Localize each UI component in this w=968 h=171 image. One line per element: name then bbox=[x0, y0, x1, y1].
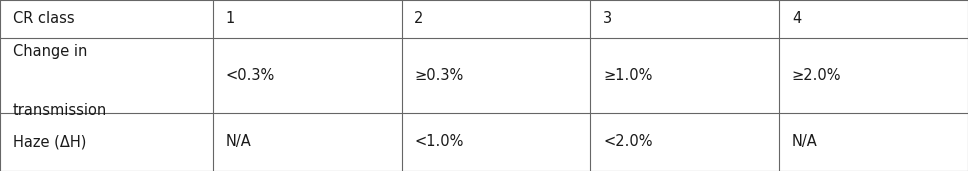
Text: <0.3%: <0.3% bbox=[226, 68, 275, 83]
Text: ≥0.3%: ≥0.3% bbox=[414, 68, 464, 83]
Text: 4: 4 bbox=[792, 11, 802, 26]
Text: Change in

transmission: Change in transmission bbox=[13, 44, 106, 118]
Text: N/A: N/A bbox=[792, 134, 818, 149]
Text: ≥2.0%: ≥2.0% bbox=[792, 68, 841, 83]
Text: N/A: N/A bbox=[226, 134, 252, 149]
Text: CR class: CR class bbox=[13, 11, 75, 26]
Text: <2.0%: <2.0% bbox=[603, 134, 652, 149]
Text: ≥1.0%: ≥1.0% bbox=[603, 68, 652, 83]
Text: Haze (ΔH): Haze (ΔH) bbox=[13, 134, 86, 149]
Text: 2: 2 bbox=[414, 11, 424, 26]
Text: 3: 3 bbox=[603, 11, 612, 26]
Text: <1.0%: <1.0% bbox=[414, 134, 464, 149]
Text: 1: 1 bbox=[226, 11, 235, 26]
